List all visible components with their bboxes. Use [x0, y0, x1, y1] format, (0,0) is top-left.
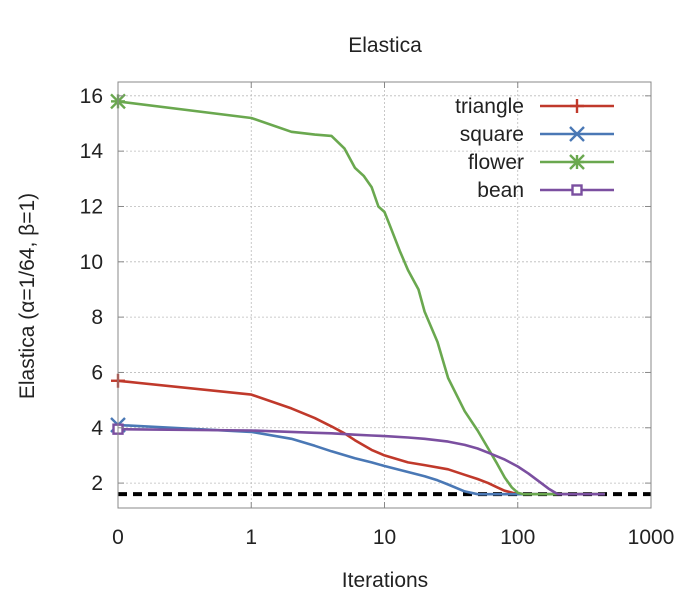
y-tick-label: 2 [91, 472, 103, 495]
legend-label-flower: flower [468, 151, 524, 174]
series-line-square [117, 423, 605, 496]
legend-item-flower: flower [468, 151, 614, 174]
legend-item-triangle: triangle [455, 95, 614, 118]
y-axis-label: Elastica (α=1/64, β=1) [16, 193, 39, 399]
legend: triangle square flower bean [455, 95, 614, 202]
y-tick-label: 16 [80, 85, 103, 108]
legend-label-square: square [460, 123, 524, 146]
marker-stroke [569, 154, 585, 170]
legend-item-bean: bean [477, 179, 614, 202]
legend-marker-flower [569, 154, 585, 170]
x-tick-label: 0 [112, 526, 124, 549]
legend-label-triangle: triangle [455, 95, 524, 118]
legend-marker-square [569, 126, 585, 142]
y-tick-label: 12 [80, 195, 103, 218]
y-tick-label: 14 [80, 140, 104, 163]
legend-item-square: square [460, 123, 614, 146]
axis-ticks: 2 4 6 8 10 12 14 16 0 1 10 100 1000 [80, 82, 675, 549]
x-axis-label: Iterations [342, 569, 428, 592]
x-tick-label: 1000 [628, 526, 675, 549]
x-tick-label: 1 [245, 526, 257, 549]
legend-marker-triangle [570, 99, 584, 113]
x-tick-label: 10 [373, 526, 396, 549]
series-line-bean [117, 427, 605, 496]
x-tick-label: 100 [500, 526, 535, 549]
grid [117, 82, 652, 508]
y-tick-label: 10 [80, 251, 103, 274]
legend-label-bean: bean [477, 179, 524, 202]
series-group [110, 93, 605, 496]
marker-stroke [569, 126, 585, 142]
y-tick-label: 6 [91, 361, 103, 384]
series-line-flower [117, 100, 605, 496]
legend-marker-bean [571, 184, 583, 196]
chart-title: Elastica [348, 34, 422, 57]
marker-stroke [571, 184, 583, 196]
y-tick-label: 8 [91, 306, 103, 329]
y-tick-label: 4 [91, 417, 103, 440]
